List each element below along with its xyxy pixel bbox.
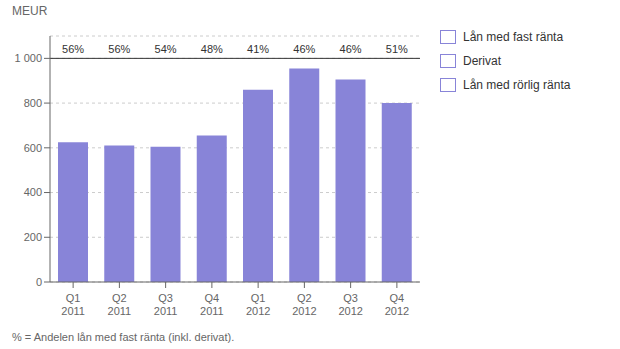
svg-text:800: 800 <box>24 97 42 109</box>
html-text:MEUR: MEUR <box>12 4 48 18</box>
svg-text:48%: 48% <box>201 43 223 55</box>
html-text:Lån med fast ränta: Lån med fast ränta <box>463 30 564 44</box>
html-text:Derivat: Derivat <box>463 54 501 68</box>
svg-text:400: 400 <box>24 186 42 198</box>
svg-text:46%: 46% <box>293 43 315 55</box>
svg-text:200: 200 <box>24 231 42 243</box>
svg-text:51%: 51% <box>386 43 408 55</box>
svg-text:56%: 56% <box>62 43 84 55</box>
svg-text:54%: 54% <box>155 43 177 55</box>
svg-text:Q12011: Q12011 <box>61 292 85 317</box>
svg-text:Q22011: Q22011 <box>108 292 132 317</box>
html-text:% = Andelen lån med fast ränta: % = Andelen lån med fast ränta (inkl. de… <box>12 331 235 343</box>
svg-text:Q32011: Q32011 <box>154 292 178 317</box>
svg-text:Q32012: Q32012 <box>338 292 362 317</box>
svg-text:Q12012: Q12012 <box>246 292 270 317</box>
svg-text:46%: 46% <box>340 43 362 55</box>
svg-text:Q22012: Q22012 <box>292 292 316 317</box>
svg-text:Q42011: Q42011 <box>200 292 224 317</box>
svg-text:1 000: 1 000 <box>14 52 42 64</box>
svg-text:41%: 41% <box>247 43 269 55</box>
svg-text:Q42012: Q42012 <box>385 292 409 317</box>
svg-text:56%: 56% <box>108 43 130 55</box>
svg-text:0: 0 <box>36 276 42 288</box>
html-text:Lån med rörlig ränta: Lån med rörlig ränta <box>463 78 571 92</box>
svg-text:600: 600 <box>24 142 42 154</box>
